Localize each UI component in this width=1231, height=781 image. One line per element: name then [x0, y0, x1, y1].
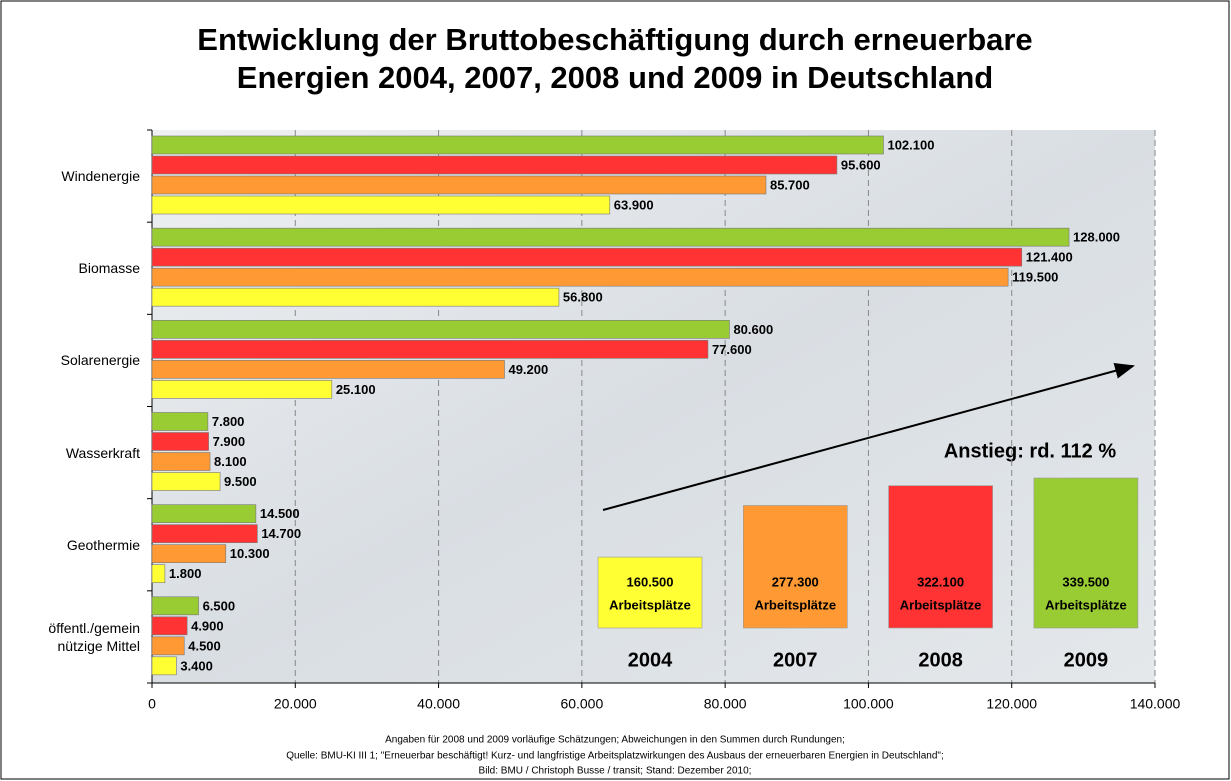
value-label: 102.100 — [887, 137, 934, 152]
category-label: Geothermie — [66, 536, 140, 553]
x-tick-label: 140.000 — [1130, 696, 1181, 712]
note: Quelle: BMU-KI III 1; "Erneuerbar beschä… — [286, 751, 943, 762]
chart-title: Energien 2004, 2007, 2008 und 2009 in De… — [237, 60, 993, 95]
category-label: Wasserkraft — [65, 444, 140, 461]
total-label: 339.500 — [1062, 574, 1109, 589]
bar — [151, 287, 560, 307]
total-box — [1033, 477, 1139, 629]
bar — [151, 340, 709, 359]
category-label: Solarenergie — [60, 352, 140, 369]
bar — [151, 135, 884, 155]
value-label: 95.600 — [841, 157, 881, 172]
x-tick-label: 80.000 — [704, 696, 747, 712]
category-label: Windenergie — [61, 168, 140, 185]
bar — [151, 432, 209, 451]
value-label: 85.700 — [770, 177, 810, 192]
category-label: Biomasse — [78, 260, 140, 277]
value-label: 10.300 — [230, 546, 270, 561]
note: Bild: BMU / Christoph Busse / transit; S… — [479, 766, 752, 777]
bar — [151, 155, 838, 175]
bar — [151, 247, 1023, 267]
total-label: 160.500 — [627, 574, 674, 589]
chart-title: Entwicklung der Bruttobeschäftigung durc… — [197, 22, 1032, 57]
value-label: 63.900 — [614, 197, 654, 212]
bar — [151, 504, 257, 523]
value-label: 4.900 — [191, 618, 224, 633]
total-box — [888, 485, 993, 629]
bar — [151, 412, 209, 431]
x-tick-label: 0 — [148, 696, 156, 712]
bar — [151, 195, 611, 215]
value-label: 121.400 — [1026, 250, 1073, 265]
x-tick-label: 60.000 — [560, 696, 603, 712]
category-label: öffentl./gemein nützige Mittel — [48, 619, 140, 654]
bar — [151, 360, 505, 379]
total-unit: Arbeitsplätze — [609, 597, 691, 612]
trend-arrow — [602, 362, 1135, 511]
total-box — [597, 556, 703, 629]
year-label: 2004 — [628, 649, 673, 671]
value-label: 80.600 — [733, 322, 773, 337]
value-label: 4.500 — [188, 638, 221, 653]
value-label: 8.100 — [214, 454, 247, 469]
note: Angaben für 2008 und 2009 vorläufige Sch… — [385, 735, 845, 746]
bar — [151, 452, 211, 471]
bar — [151, 636, 185, 656]
bar — [151, 524, 258, 543]
bar — [151, 472, 221, 491]
total-label: 277.300 — [772, 574, 819, 589]
value-label: 77.600 — [712, 342, 752, 357]
value-label: 49.200 — [508, 362, 548, 377]
total-box — [742, 505, 848, 629]
bar — [151, 596, 199, 616]
value-label: 6.500 — [203, 598, 236, 613]
value-label: 9.500 — [224, 474, 257, 489]
x-tick-label: 100.000 — [843, 696, 894, 712]
value-label: 56.800 — [563, 290, 603, 305]
total-unit: Arbeitsplätze — [1045, 597, 1127, 612]
x-tick-label: 120.000 — [986, 696, 1037, 712]
year-label: 2007 — [773, 649, 818, 671]
bar — [151, 380, 333, 399]
value-label: 14.700 — [261, 526, 301, 541]
value-label: 3.400 — [180, 658, 213, 673]
total-label: 322.100 — [917, 574, 964, 589]
bar — [151, 227, 1070, 247]
x-tick-label: 20.000 — [274, 696, 317, 712]
value-label: 7.800 — [212, 414, 245, 429]
total-unit: Arbeitsplätze — [900, 597, 982, 612]
total-unit: Arbeitsplätze — [754, 597, 836, 612]
value-label: 128.000 — [1073, 230, 1120, 245]
bar — [151, 175, 767, 195]
bar — [151, 320, 730, 339]
bar — [151, 616, 188, 636]
value-label: 14.500 — [260, 506, 300, 521]
bar — [151, 267, 1009, 287]
x-tick-label: 40.000 — [417, 696, 460, 712]
bar — [151, 544, 227, 563]
year-label: 2009 — [1064, 649, 1109, 671]
year-label: 2008 — [918, 649, 963, 671]
bar — [151, 656, 177, 676]
value-label: 25.100 — [336, 382, 376, 397]
value-label: 7.900 — [213, 434, 246, 449]
value-label: 119.500 — [1012, 270, 1058, 285]
bar — [151, 564, 166, 583]
annotation: Anstieg: rd. 112 % — [944, 440, 1116, 462]
value-label: 1.800 — [169, 566, 202, 581]
